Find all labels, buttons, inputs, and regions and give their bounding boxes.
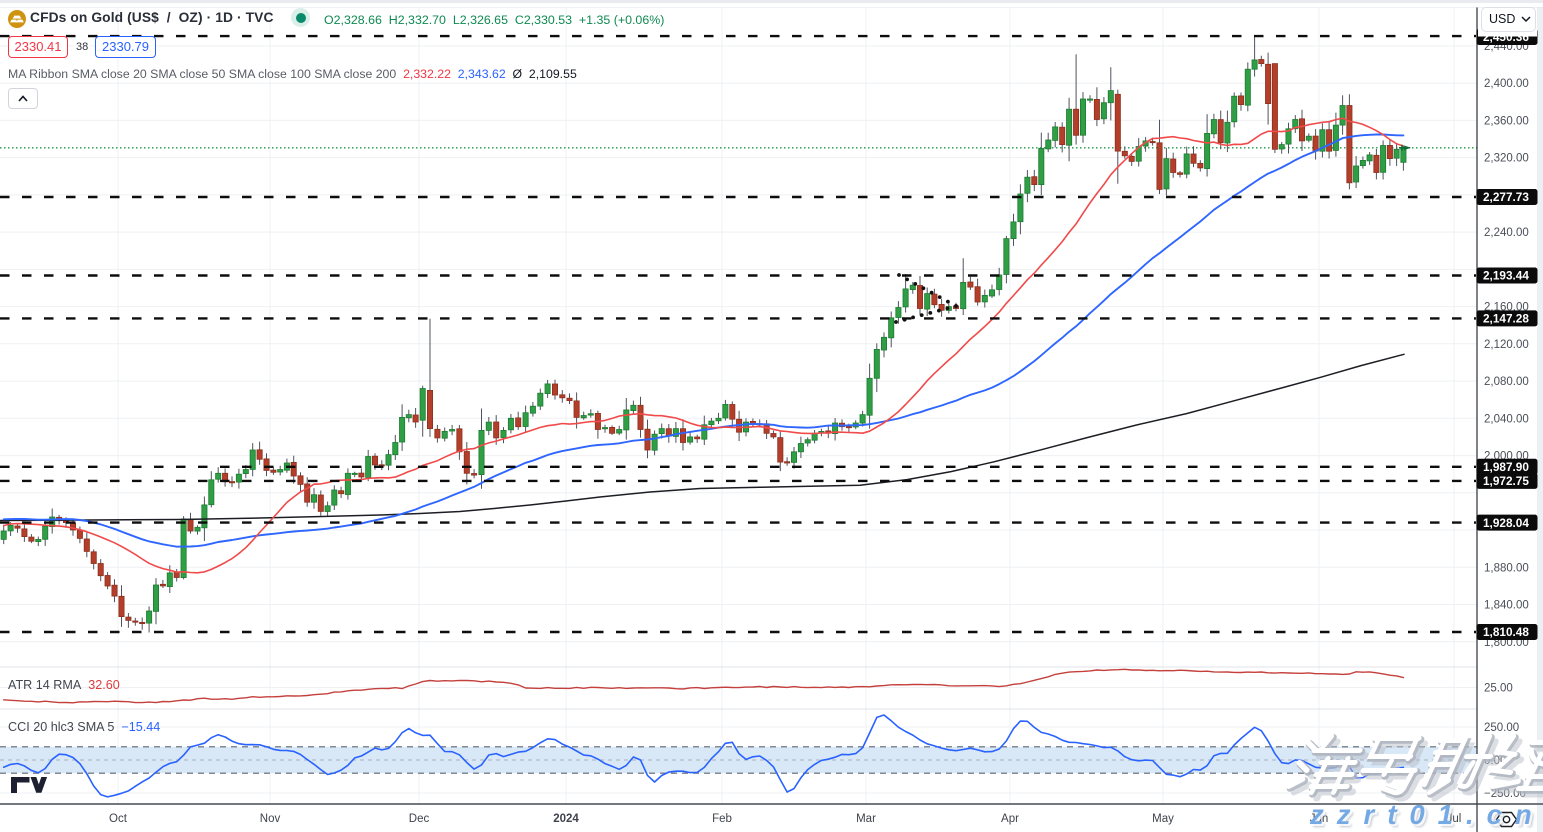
svg-text:Feb: Feb [712,813,732,825]
svg-text:250.00: 250.00 [1484,722,1519,734]
svg-text:1,972.75: 1,972.75 [1483,474,1529,488]
svg-text:2,040.00: 2,040.00 [1484,413,1529,425]
svg-text:2,193.44: 2,193.44 [1483,269,1529,283]
svg-text:1,810.48: 1,810.48 [1483,625,1529,639]
svg-text:1,928.04: 1,928.04 [1483,516,1529,530]
svg-text:2,400.00: 2,400.00 [1484,78,1529,90]
svg-text:2,080.00: 2,080.00 [1484,376,1529,388]
svg-text:0.00: 0.00 [1484,755,1506,767]
svg-text:1,987.90: 1,987.90 [1483,460,1529,474]
svg-text:2,240.00: 2,240.00 [1484,227,1529,239]
svg-text:2,147.28: 2,147.28 [1483,312,1529,326]
svg-text:Nov: Nov [260,813,281,825]
svg-text:2,320.00: 2,320.00 [1484,153,1529,165]
svg-text:May: May [1152,813,1174,825]
svg-text:Jun: Jun [1310,813,1329,825]
svg-text:2,120.00: 2,120.00 [1484,339,1529,351]
svg-text:Apr: Apr [1001,813,1019,825]
svg-text:Dec: Dec [409,813,430,825]
svg-text:Jul: Jul [1447,813,1462,825]
svg-text:2,360.00: 2,360.00 [1484,115,1529,127]
svg-text:25.00: 25.00 [1484,683,1513,695]
svg-text:Oct: Oct [109,813,128,825]
svg-text:2024: 2024 [553,813,579,825]
svg-text:1,880.00: 1,880.00 [1484,562,1529,574]
svg-text:1,840.00: 1,840.00 [1484,600,1529,612]
svg-text:Mar: Mar [856,813,876,825]
svg-text:2,277.73: 2,277.73 [1483,190,1529,204]
